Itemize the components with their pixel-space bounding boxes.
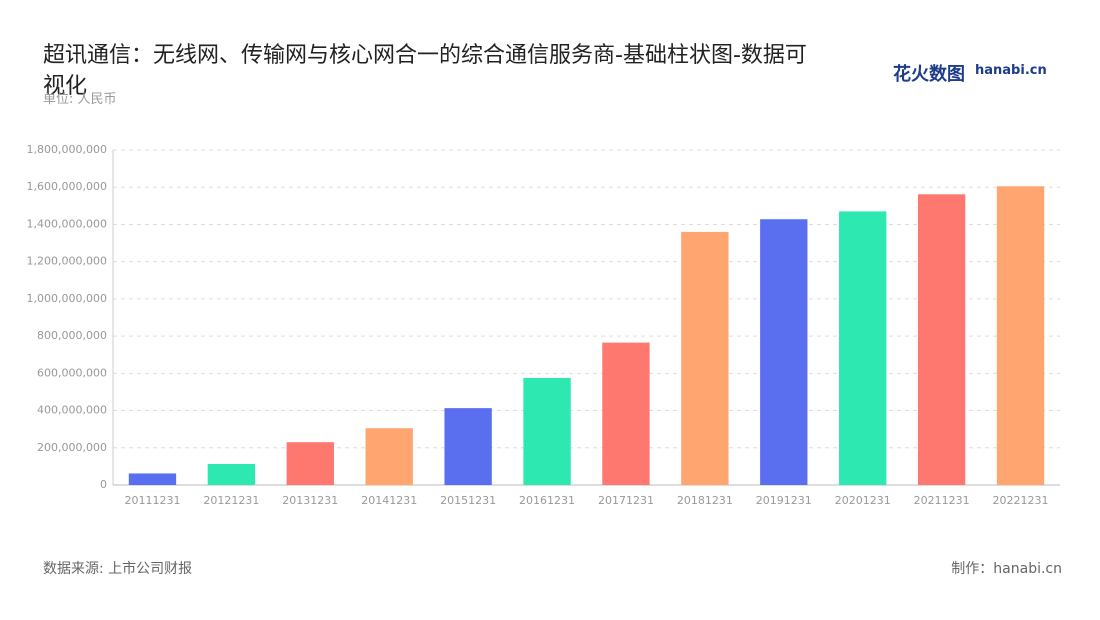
y-tick-label: 1,600,000,000 xyxy=(27,180,107,193)
bar xyxy=(839,211,887,485)
bar xyxy=(917,194,966,486)
bar xyxy=(996,186,1045,485)
x-tick-label: 20201231 xyxy=(835,494,891,507)
x-tick-label: 20171231 xyxy=(598,494,654,507)
y-tick-label: 200,000,000 xyxy=(37,441,107,454)
y-tick-label: 600,000,000 xyxy=(37,366,107,379)
source: 数据来源: 上市公司财报 xyxy=(43,561,193,577)
x-tick-label: 20161231 xyxy=(519,494,575,507)
logo: 花火数图 xyxy=(893,64,965,85)
bar xyxy=(207,463,256,485)
x-tick-label: 20191231 xyxy=(756,494,812,507)
bar xyxy=(523,377,571,485)
bar xyxy=(128,473,177,485)
bar xyxy=(365,428,413,485)
bar xyxy=(760,219,808,485)
x-tick-label: 20131231 xyxy=(282,494,338,507)
bar xyxy=(444,408,492,485)
x-tick-label: 20111231 xyxy=(124,494,180,507)
x-tick-label: 20181231 xyxy=(677,494,733,507)
chart-title: 超讯通信：无线网、传输网与核心网合一的综合通信服务商-基础柱状图-数据可视化 xyxy=(43,43,807,99)
bar xyxy=(286,442,334,485)
x-tick-label: 20221231 xyxy=(993,494,1049,507)
bar xyxy=(681,231,729,485)
credit: 制作：hanabi.cn xyxy=(951,561,1062,577)
y-tick-label: 1,800,000,000 xyxy=(27,143,107,156)
bar xyxy=(602,342,650,485)
y-tick-label: 1,000,000,000 xyxy=(27,292,107,305)
y-tick-label: 400,000,000 xyxy=(37,404,107,417)
x-tick-label: 20151231 xyxy=(440,494,496,507)
chart-subtitle: 单位: 人民币 xyxy=(43,92,117,107)
y-tick-label: 1,200,000,000 xyxy=(27,255,107,268)
y-tick-label: 0 xyxy=(100,478,107,491)
logo-domain: hanabi.cn xyxy=(975,63,1047,78)
x-tick-label: 20211231 xyxy=(914,494,970,507)
y-tick-label: 800,000,000 xyxy=(37,329,107,342)
x-tick-label: 20141231 xyxy=(361,494,417,507)
y-tick-label: 1,400,000,000 xyxy=(27,217,107,230)
x-tick-label: 20121231 xyxy=(203,494,259,507)
